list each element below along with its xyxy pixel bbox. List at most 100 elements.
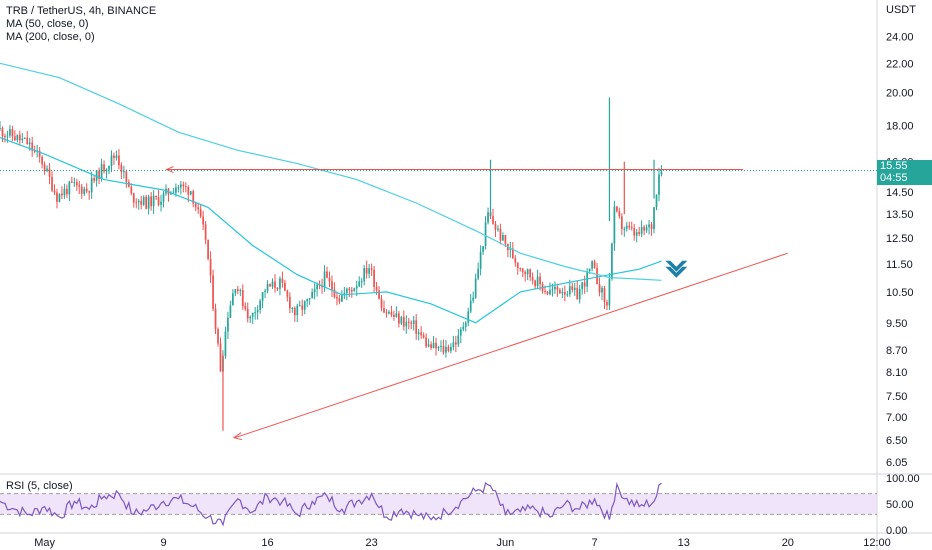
candle-body	[259, 300, 261, 310]
candle-body	[348, 288, 351, 290]
candle-body	[524, 272, 527, 275]
candle-body	[105, 169, 108, 172]
time-tick-label: May	[34, 537, 55, 549]
candle-body	[264, 290, 266, 293]
candle-body	[477, 268, 480, 279]
candle-body	[83, 188, 86, 194]
price-tick-label: 12.50	[886, 233, 914, 245]
time-tick-label: 9	[160, 537, 166, 549]
rsi-tick-label: 50.00	[886, 499, 914, 511]
candle-body	[284, 282, 286, 291]
candle-body	[1, 128, 4, 137]
candle-body	[90, 178, 93, 193]
candle-body	[311, 292, 314, 299]
candle-body	[236, 289, 239, 291]
candle-body	[551, 289, 554, 291]
candle-body	[281, 278, 284, 283]
price-axis-currency: USDT	[886, 4, 916, 16]
candle-body	[207, 239, 209, 259]
candle-body	[365, 267, 368, 274]
candle-body	[123, 171, 125, 173]
candle-body	[385, 312, 388, 314]
trendline-arrowhead	[232, 432, 243, 441]
candle-body	[234, 289, 237, 294]
candle-body	[152, 195, 155, 207]
candle-body	[189, 191, 192, 195]
price-tick-label: 8.10	[886, 367, 907, 379]
candle-body	[303, 301, 306, 310]
candle-body	[217, 328, 219, 344]
candle-body	[603, 287, 606, 303]
candle-body	[427, 344, 430, 347]
candle-body	[145, 196, 148, 209]
candle-body	[219, 343, 222, 372]
candle-body	[286, 290, 289, 297]
candle-body	[363, 267, 366, 282]
candle-body	[616, 206, 618, 212]
candle-body	[457, 335, 460, 345]
price-tick-label: 20.00	[886, 88, 914, 100]
candle-body	[75, 182, 78, 186]
candle-body	[402, 317, 405, 327]
candle-body	[521, 268, 524, 273]
candle-body	[499, 228, 502, 241]
candle-body	[298, 305, 301, 307]
candle-body	[229, 305, 232, 318]
candle-body	[251, 312, 254, 317]
rsi-line	[0, 481, 662, 527]
candle-body	[450, 346, 452, 351]
candle-body	[655, 194, 658, 208]
candle-body	[400, 317, 403, 324]
candle-body	[606, 302, 608, 306]
candle-body	[358, 281, 361, 287]
candle-body	[383, 308, 385, 313]
ascending-trendline[interactable]	[234, 252, 788, 439]
candle-body	[204, 224, 207, 240]
candle-body	[514, 258, 517, 263]
candle-body	[142, 196, 145, 205]
candle-body	[308, 298, 311, 300]
candle-body	[660, 171, 663, 175]
candle-body	[519, 268, 522, 270]
candle-body	[526, 269, 529, 275]
candle-body	[556, 286, 559, 290]
horizontal-level-arrowhead	[165, 166, 174, 173]
rsi-band	[0, 493, 877, 515]
legend-ma50: MA (50, close, 0)	[6, 18, 89, 30]
candle-body	[338, 298, 341, 302]
price-tick-label: 7.50	[886, 391, 907, 403]
candle-body	[150, 196, 152, 207]
candle-body	[643, 226, 645, 231]
candle-body	[633, 228, 636, 236]
candle-body	[350, 289, 353, 292]
candle-body	[21, 138, 24, 141]
candle-body	[630, 227, 633, 229]
candle-body	[618, 211, 621, 217]
candle-body	[417, 332, 420, 334]
candle-body	[395, 313, 398, 317]
candle-body	[157, 197, 160, 205]
candle-body	[256, 309, 259, 313]
candle-body	[375, 287, 378, 291]
candle-body	[326, 271, 328, 278]
candle-body	[70, 181, 73, 183]
candle-body	[464, 322, 467, 327]
rsi-tick-label: 0.00	[886, 525, 907, 537]
candle-body	[130, 186, 133, 194]
candle-body	[393, 314, 395, 317]
price-tick-label: 18.00	[886, 120, 914, 132]
candle-body	[199, 209, 202, 217]
candle-body	[497, 228, 499, 230]
candle-body	[355, 286, 358, 289]
candle-body	[487, 212, 489, 223]
candle-body	[271, 281, 274, 287]
time-tick-label: 13	[678, 537, 690, 549]
candle-body	[155, 195, 157, 198]
candle-body	[534, 280, 536, 287]
candle-body	[554, 286, 556, 290]
candle-body	[596, 267, 598, 285]
candle-body	[645, 227, 648, 231]
candle-body	[410, 322, 413, 324]
candle-body	[316, 284, 318, 290]
